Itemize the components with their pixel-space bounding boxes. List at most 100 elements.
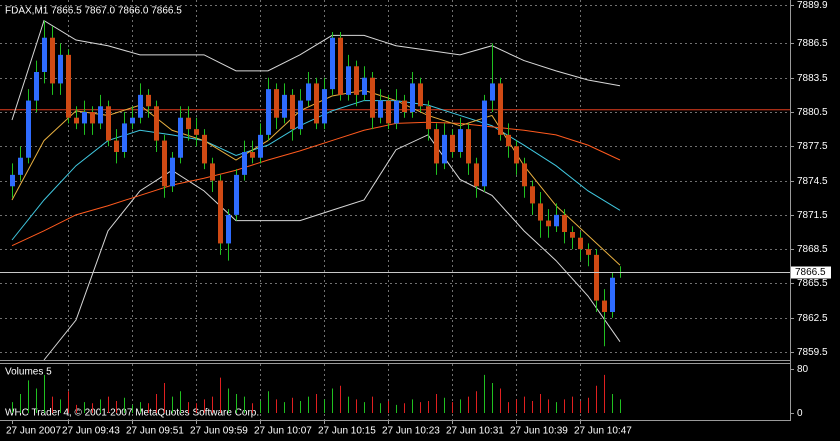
candle-body: [18, 157, 23, 175]
y-tick-label: 7871.5: [797, 210, 828, 221]
candle-body: [266, 89, 271, 135]
x-tick-label: 27 Jun 10:31: [446, 426, 504, 437]
candle-body: [10, 174, 15, 187]
candle-body: [202, 134, 207, 164]
candle-body: [66, 54, 71, 118]
chart-title: FDAX,M1 7866.5 7867.0 7866.0 7866.5: [5, 6, 182, 17]
candle-body: [162, 140, 167, 187]
indicator-line: [43, 134, 621, 361]
y-tick-label: 7880.5: [797, 107, 828, 118]
current-price-box: [791, 266, 831, 279]
candle-body: [314, 83, 319, 124]
candle-body: [170, 157, 175, 187]
candle-body: [122, 123, 127, 152]
candle-body: [218, 180, 223, 244]
candle-body: [546, 220, 551, 227]
candle-body: [26, 100, 31, 158]
candle-body: [42, 37, 47, 72]
candle-body: [338, 37, 343, 95]
current-price-label: 7866.5: [795, 267, 826, 278]
x-tick-label: 27 Jun 2007: [6, 426, 61, 437]
x-tick-label: 27 Jun 10:15: [318, 426, 376, 437]
candle-body: [234, 174, 239, 215]
y-tick-label: 7865.5: [797, 278, 828, 289]
candle-body: [362, 77, 367, 95]
candle-body: [442, 134, 447, 164]
candle-body: [330, 37, 335, 90]
candle-body: [178, 117, 183, 158]
candle-body: [474, 163, 479, 187]
candle-body: [298, 100, 303, 130]
candle-body: [466, 129, 471, 164]
candle-body: [282, 94, 287, 118]
candle-body: [114, 140, 119, 152]
candle-body: [290, 94, 295, 130]
y-tick-label: 7874.5: [797, 176, 828, 187]
candle-body: [306, 83, 311, 101]
candle-body: [522, 163, 527, 187]
y2-tick-label: 80: [797, 364, 809, 375]
candle-body: [450, 134, 455, 152]
candle-body: [354, 66, 359, 95]
footer: WHC Trader 4, © 2001-2007 MetaQuotes Sof…: [5, 408, 259, 419]
x-tick-label: 27 Jun 09:43: [62, 426, 120, 437]
candle-body: [562, 214, 567, 232]
candle-body: [242, 152, 247, 175]
candle-body: [90, 112, 95, 124]
candle-body: [530, 186, 535, 204]
candle-body: [82, 112, 87, 124]
x-tick-label: 27 Jun 10:23: [382, 426, 440, 437]
candle-body: [194, 129, 199, 135]
candle-body: [482, 100, 487, 187]
candle-body: [410, 83, 415, 112]
candle-body: [98, 106, 103, 124]
candle-body: [386, 100, 391, 124]
candle-body: [226, 214, 231, 244]
candle-body: [498, 83, 503, 135]
candle-body: [418, 83, 423, 107]
x-tick-label: 27 Jun 10:07: [254, 426, 312, 437]
indicator-line: [11, 121, 621, 247]
candle-body: [602, 300, 607, 312]
y-tick-label: 7883.5: [797, 73, 828, 84]
x-tick-label: 27 Jun 09:59: [190, 426, 248, 437]
candle-body: [146, 94, 151, 107]
volume-title: Volumes 5: [5, 367, 52, 378]
y-tick-label: 7868.5: [797, 244, 828, 255]
candle-body: [34, 72, 39, 101]
candle-body: [458, 129, 463, 152]
candle-body: [130, 117, 135, 124]
candle-body: [426, 106, 431, 130]
candle-body: [138, 94, 143, 118]
candle-body: [274, 89, 279, 118]
y-tick-label: 7886.5: [797, 38, 828, 49]
candle-body: [594, 254, 599, 301]
candle-body: [394, 100, 399, 124]
candle-body: [74, 117, 79, 124]
x-tick-label: 27 Jun 09:51: [126, 426, 184, 437]
candle-body: [370, 77, 375, 118]
candle-body: [506, 134, 511, 147]
indicator-line: [11, 19, 621, 121]
candle-body: [322, 89, 327, 124]
candle-body: [578, 237, 583, 250]
candle-body: [378, 100, 383, 118]
candle-body: [250, 152, 255, 158]
candle-body: [154, 106, 159, 141]
candle-body: [58, 54, 63, 84]
y-tick-label: 7862.5: [797, 313, 828, 324]
candle-body: [586, 249, 591, 255]
y-tick-label: 7859.5: [797, 347, 828, 358]
candle-body: [402, 100, 407, 112]
y2-tick-label: 0: [797, 408, 803, 419]
x-tick-label: 27 Jun 10:47: [574, 426, 632, 437]
candle-body: [570, 232, 575, 238]
candle-body: [538, 203, 543, 221]
y-tick-label: 7889.9: [797, 0, 828, 11]
candle-body: [186, 117, 191, 130]
candle-body: [106, 106, 111, 141]
candle-body: [490, 83, 495, 101]
candle-body: [554, 214, 559, 227]
